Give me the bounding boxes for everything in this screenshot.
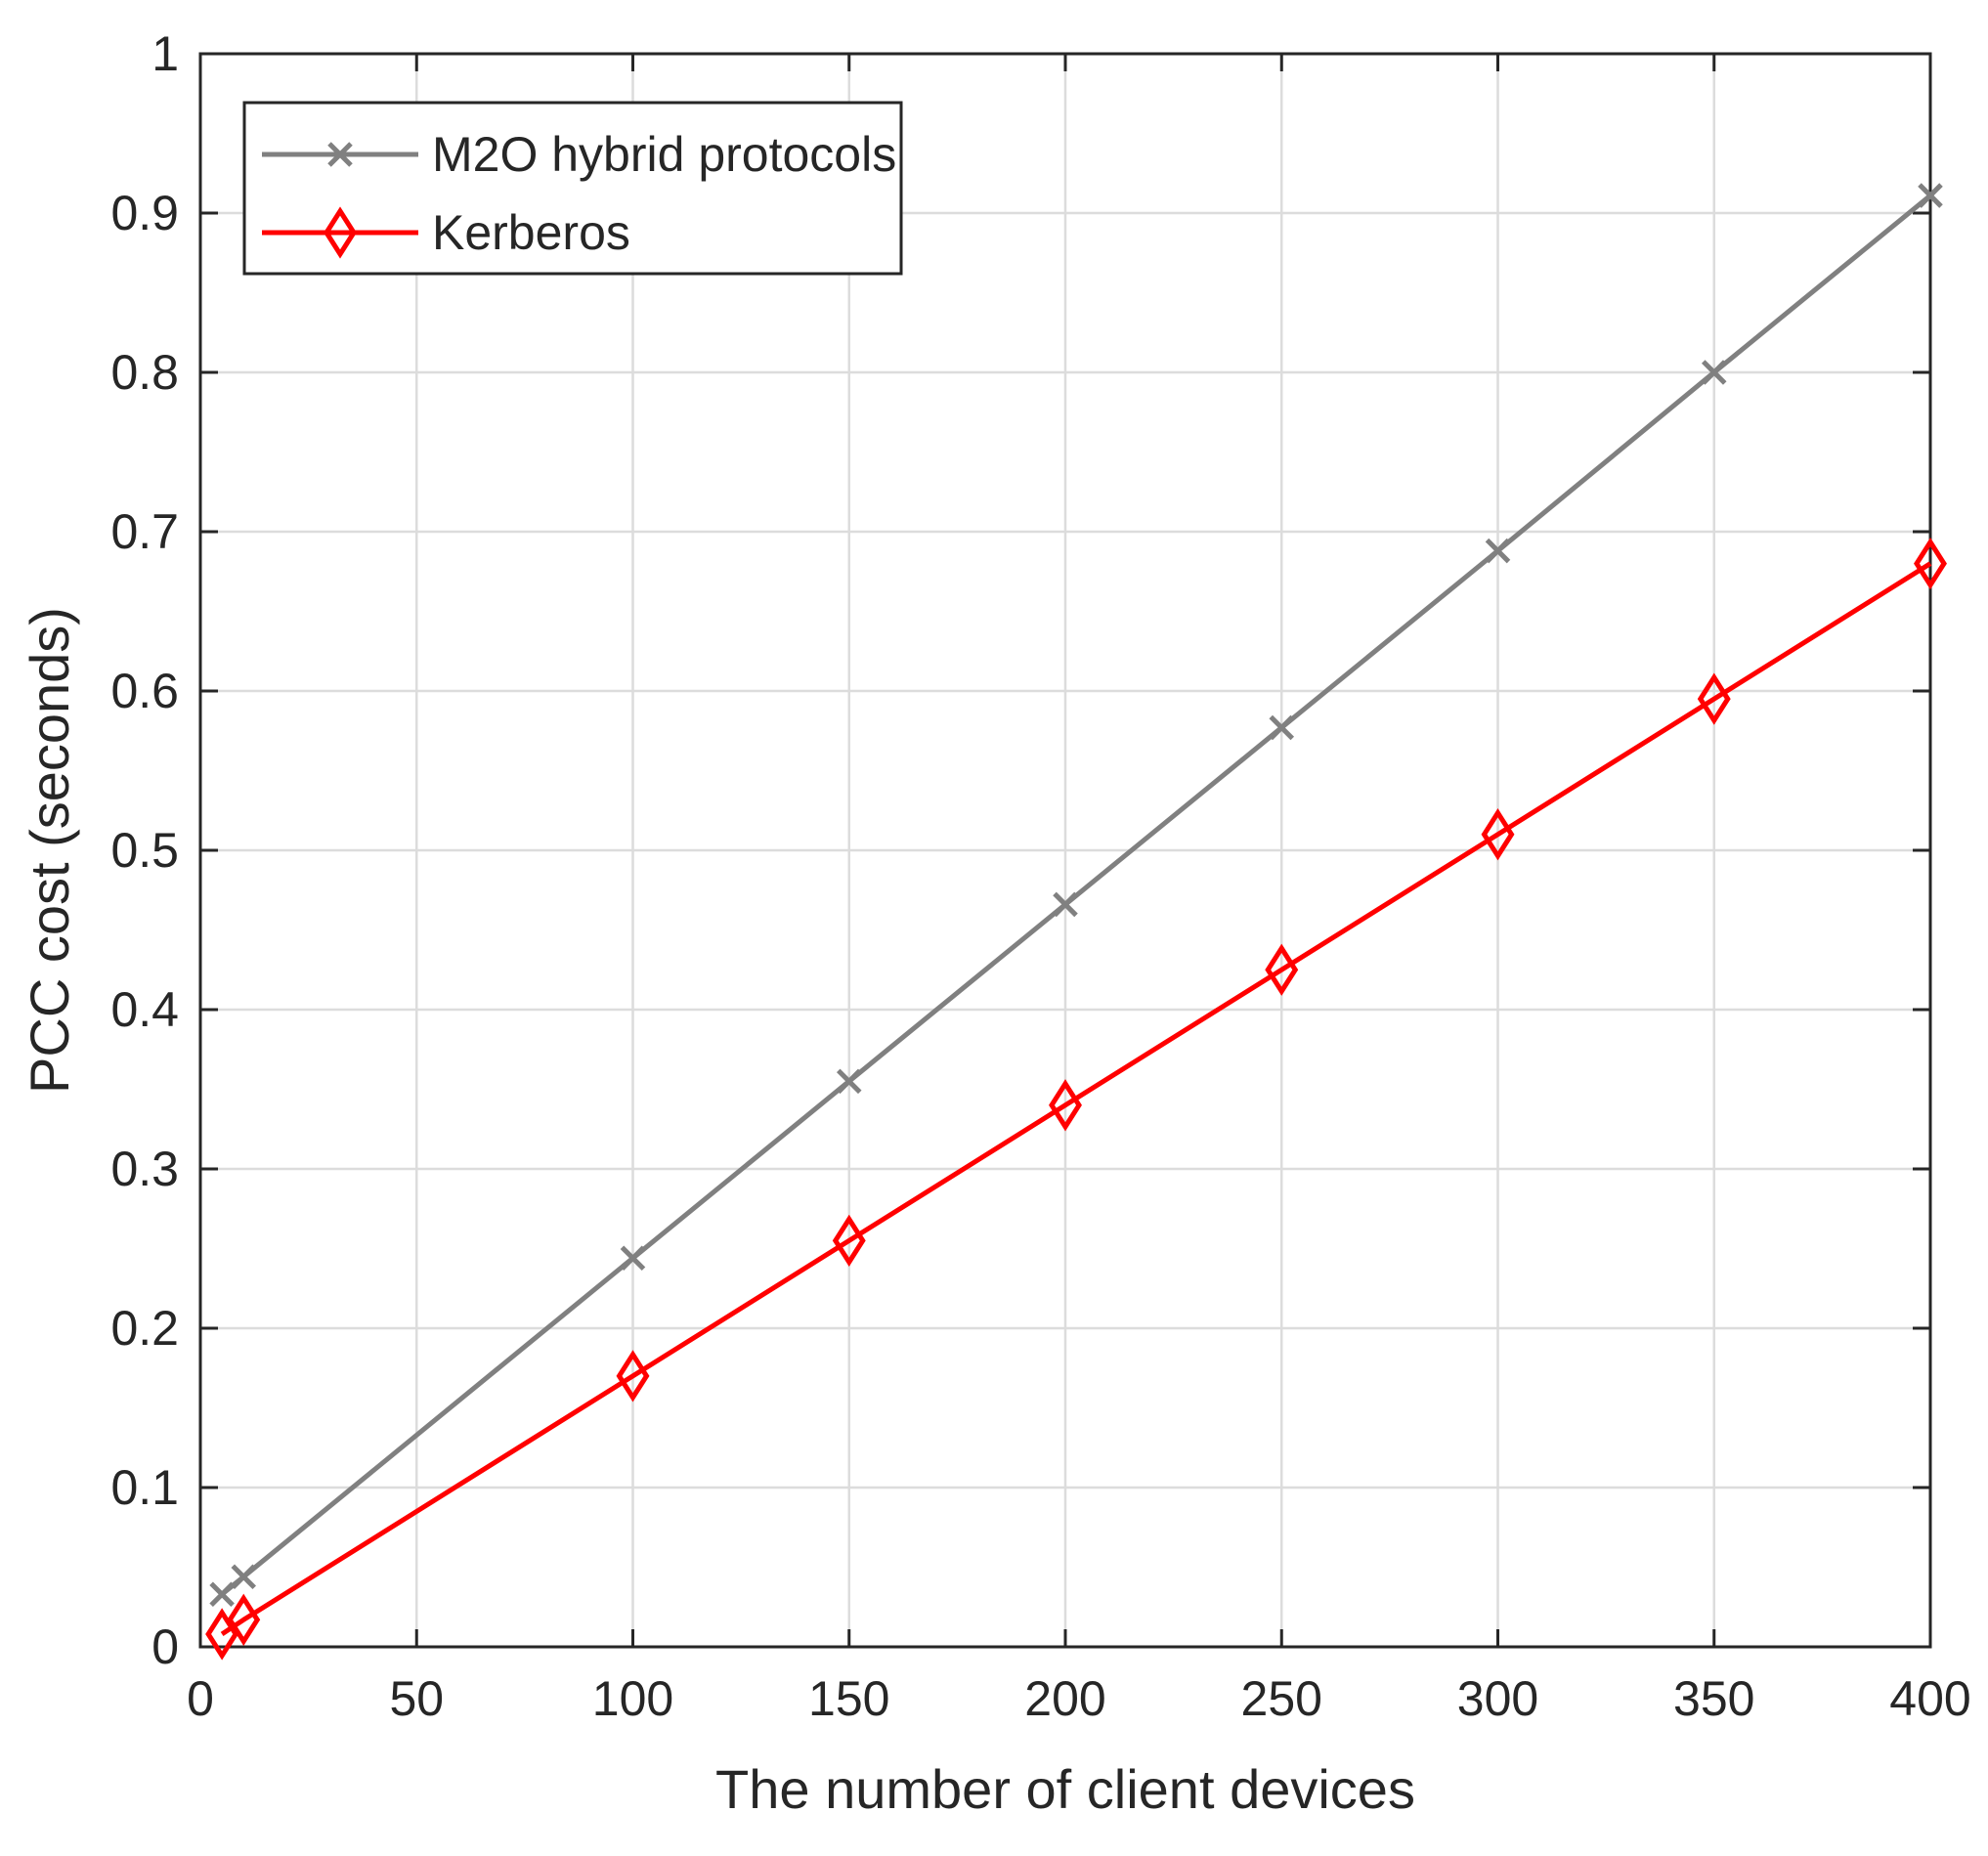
y-tick-label: 0.1 (110, 1460, 179, 1515)
legend-items: M2O hybrid protocols Kerberos (262, 127, 896, 260)
series-m2o-hybrid-protocols (209, 183, 1943, 1607)
data-point (227, 1593, 261, 1646)
marker-stroke (209, 1581, 235, 1607)
data-point (1269, 714, 1295, 741)
data-point (231, 1564, 257, 1590)
legend-marker (327, 142, 353, 167)
data-point (1485, 538, 1511, 564)
y-tick-label: 0.3 (110, 1142, 179, 1196)
x-tick-label: 0 (187, 1671, 214, 1726)
data-point (1481, 808, 1515, 861)
y-tick-label: 0.5 (110, 823, 179, 878)
y-tick-label: 1 (151, 26, 179, 81)
tick-labels: 0 50 100 150 200 250 300 350 400 0 0.1 0.2 0.3 0.4 0.5… (110, 26, 1970, 1726)
data-point (616, 1350, 650, 1403)
marker-stroke (1701, 360, 1727, 385)
x-tick-label: 300 (1457, 1671, 1538, 1726)
legend: M2O hybrid protocols Kerberos (242, 101, 903, 276)
legend-label: M2O hybrid protocols (432, 127, 896, 182)
legend-item: M2O hybrid protocols (262, 127, 896, 182)
series-kerberos (205, 537, 1947, 1661)
marker-stroke (1485, 538, 1511, 564)
data-point (205, 1608, 239, 1661)
y-tick-label: 0 (151, 1619, 179, 1674)
data-point (1265, 943, 1299, 996)
marker-stroke (327, 142, 353, 167)
series-layer (205, 183, 1947, 1661)
x-tick-label: 100 (592, 1671, 673, 1726)
marker-stroke (836, 1068, 862, 1095)
marker-stroke (231, 1564, 257, 1590)
y-tick-label: 0.9 (110, 186, 179, 240)
data-point (1914, 537, 1947, 590)
series-line (220, 561, 1932, 1637)
data-point (209, 1581, 235, 1607)
x-tick-label: 150 (808, 1671, 889, 1726)
marker-stroke (1053, 891, 1078, 918)
marker-stroke (1269, 714, 1295, 741)
legend-box (242, 101, 903, 276)
x-tick-label: 400 (1889, 1671, 1970, 1726)
data-point (620, 1245, 646, 1272)
legend-label: Kerberos (432, 205, 630, 260)
x-axis-label: The number of client devices (715, 1758, 1415, 1820)
legend-item: Kerberos (262, 205, 630, 260)
x-tick-label: 350 (1673, 1671, 1754, 1726)
data-point (832, 1214, 866, 1268)
data-point (1049, 1079, 1082, 1132)
y-tick-label: 0.2 (110, 1301, 179, 1356)
y-tick-label: 0.8 (110, 345, 179, 400)
data-point (836, 1068, 862, 1095)
grid (200, 54, 1930, 1647)
x-tick-label: 50 (389, 1671, 444, 1726)
x-tick-label: 250 (1241, 1671, 1322, 1726)
y-tick-label: 0.6 (110, 664, 179, 718)
axes (198, 52, 1932, 1649)
data-point (1918, 183, 1943, 208)
marker-stroke (1918, 183, 1943, 208)
marker-stroke (620, 1245, 646, 1272)
y-tick-label: 0.4 (110, 982, 179, 1037)
data-point (1701, 360, 1727, 385)
data-point (1697, 672, 1731, 725)
x-tick-label: 200 (1024, 1671, 1105, 1726)
legend-marker (324, 206, 357, 259)
data-point (1053, 891, 1078, 918)
y-tick-label: 0.7 (110, 504, 179, 559)
y-axis-label: PCC cost (seconds) (19, 607, 80, 1094)
